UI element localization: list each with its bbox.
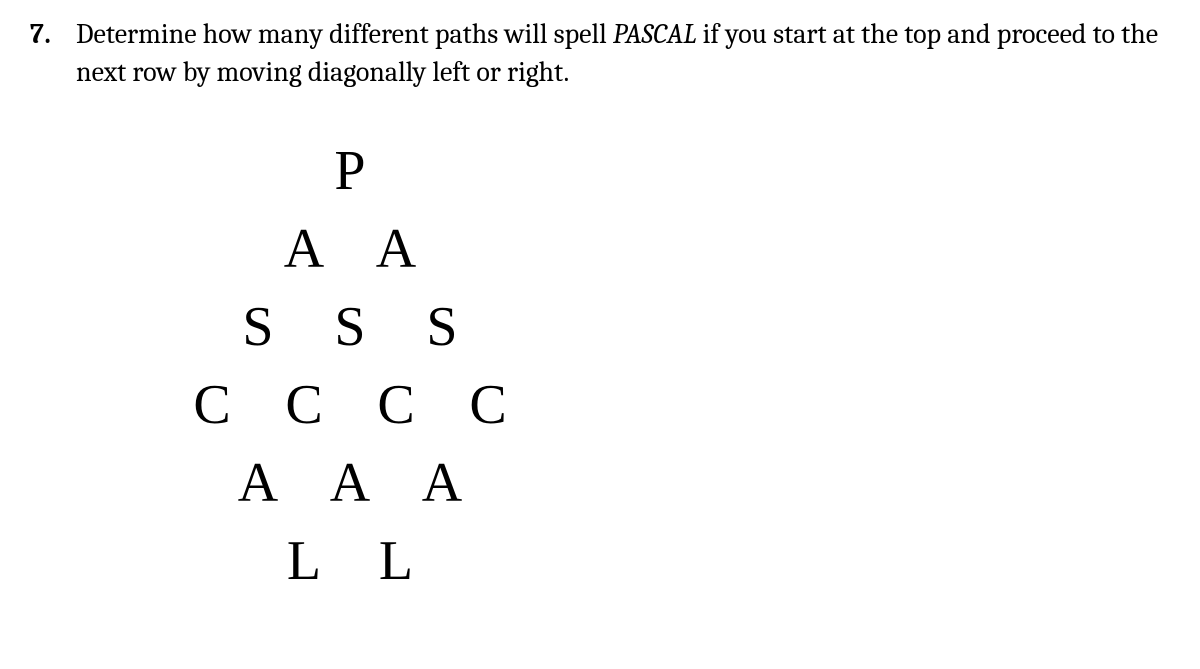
triangle-row: LL	[30, 522, 670, 600]
triangle-row: AAA	[30, 444, 670, 522]
question-row: 7. Determine how many different paths wi…	[30, 16, 1170, 92]
triangle-letter: L	[350, 522, 442, 600]
question-text-before: Determine how many different paths will …	[76, 18, 613, 50]
triangle-letter: C	[258, 366, 350, 444]
triangle-letter: A	[258, 210, 350, 288]
question-text: Determine how many different paths will …	[76, 16, 1170, 92]
triangle-letter: S	[396, 288, 488, 366]
triangle-letter: S	[212, 288, 304, 366]
triangle-letter: C	[166, 366, 258, 444]
triangle-row: P	[30, 132, 670, 210]
question-number: 7.	[30, 16, 76, 54]
triangle-letter: A	[396, 444, 488, 522]
triangle-diagram: PAASSSCCCCAAALL	[30, 132, 670, 600]
triangle-letter: P	[304, 132, 396, 210]
triangle-letter: A	[350, 210, 442, 288]
triangle-letter: A	[304, 444, 396, 522]
question-italic-word: PASCAL	[613, 18, 697, 50]
triangle-row: SSS	[30, 288, 670, 366]
triangle-letter: C	[350, 366, 442, 444]
triangle-letter: S	[304, 288, 396, 366]
triangle-row: CCCC	[30, 366, 670, 444]
page: 7. Determine how many different paths wi…	[0, 0, 1200, 600]
triangle-letter: L	[258, 522, 350, 600]
triangle-letter: C	[442, 366, 534, 444]
triangle-row: AA	[30, 210, 670, 288]
triangle-letter: A	[212, 444, 304, 522]
